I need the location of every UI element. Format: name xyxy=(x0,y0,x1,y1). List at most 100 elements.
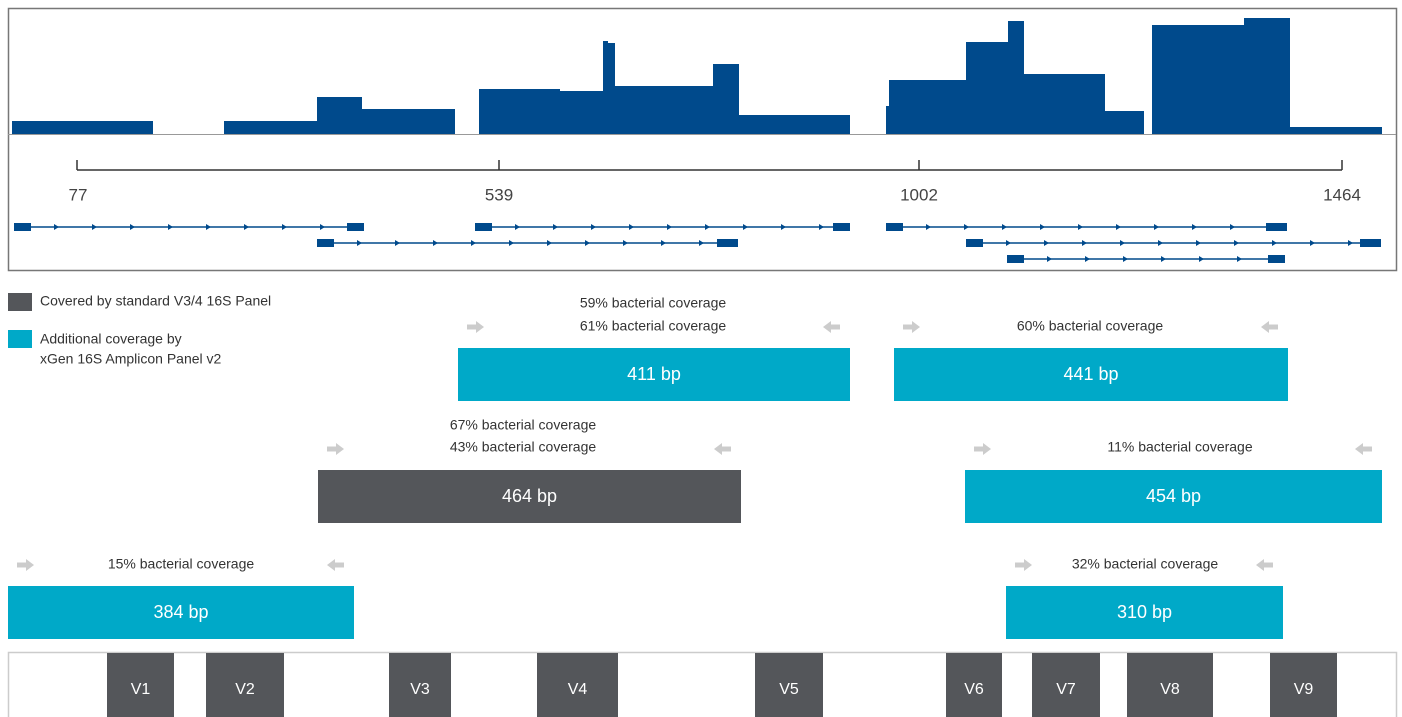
primer-arrow xyxy=(1161,256,1166,262)
primer-block xyxy=(1268,255,1285,263)
primer-block xyxy=(347,223,364,231)
primer-arrow xyxy=(1237,256,1242,262)
primer-arrow xyxy=(553,224,558,230)
variable-region xyxy=(389,653,451,717)
legend-swatch xyxy=(8,330,32,348)
primer-arrow xyxy=(1196,240,1201,246)
axis-label: 77 xyxy=(69,185,88,204)
primer-arrow xyxy=(1002,224,1007,230)
coverage-panel xyxy=(7,7,1398,272)
primer-arrow xyxy=(1348,240,1353,246)
coverage-label: 60% bacterial coverage xyxy=(1017,318,1164,334)
amplicon-size: 310 bp xyxy=(1117,602,1172,622)
primer-arrow xyxy=(1044,240,1049,246)
amplicon xyxy=(1006,586,1283,639)
primer-arrow xyxy=(661,240,666,246)
primer-arrow xyxy=(1116,224,1121,230)
primer-arrow xyxy=(623,240,628,246)
variable-region xyxy=(1127,653,1213,717)
amplicon xyxy=(458,348,850,401)
coverage-bar xyxy=(966,42,1008,134)
legend-label: xGen 16S Amplicon Panel v2 xyxy=(40,351,222,367)
primer-arrow xyxy=(705,224,710,230)
variable-region xyxy=(946,653,1002,717)
region-label: V3 xyxy=(410,681,430,698)
amplicon xyxy=(318,470,741,523)
coverage-bar xyxy=(1244,18,1290,134)
primer-arrow xyxy=(591,224,596,230)
primer-direction xyxy=(327,559,344,571)
coverage-histogram xyxy=(12,18,1382,134)
primer-arrow xyxy=(1085,256,1090,262)
legend-swatch xyxy=(8,293,32,311)
primer-arrow xyxy=(1192,224,1197,230)
variable-region xyxy=(107,653,174,717)
primer-arrow xyxy=(1234,240,1239,246)
primer-block xyxy=(1360,239,1381,247)
primer-arrow xyxy=(1047,256,1052,262)
axis-label: 1002 xyxy=(900,185,938,204)
primer-direction xyxy=(1355,443,1372,455)
primer-arrow xyxy=(1006,240,1011,246)
primer-direction xyxy=(1256,559,1273,571)
coverage-bar xyxy=(713,64,739,134)
primer-arrow xyxy=(1082,240,1087,246)
region-track xyxy=(7,651,1398,717)
region-label: V8 xyxy=(1160,681,1180,698)
coverage-bar xyxy=(739,115,850,134)
primer-block xyxy=(833,223,850,231)
coverage-label: 59% bacterial coverage xyxy=(580,295,727,311)
primer-arrow xyxy=(168,224,173,230)
region-label: V2 xyxy=(235,681,255,698)
primer-arrow xyxy=(433,240,438,246)
primer-arrow xyxy=(509,240,514,246)
primer-direction xyxy=(17,559,34,571)
primer-arrow xyxy=(699,240,704,246)
primer-arrow xyxy=(395,240,400,246)
coverage-bar xyxy=(1152,25,1244,134)
coverage-bar xyxy=(317,97,362,134)
amplicon-size: 464 bp xyxy=(502,486,557,506)
primer-direction xyxy=(1015,559,1032,571)
legend-label: Additional coverage by xyxy=(40,331,182,347)
primer-arrow xyxy=(1040,224,1045,230)
legend-label: Covered by standard V3/4 16S Panel xyxy=(40,293,271,309)
primer-arrow xyxy=(1199,256,1204,262)
primer-arrow xyxy=(54,224,59,230)
coverage-bar xyxy=(560,91,603,134)
primer-direction xyxy=(327,443,344,455)
primer-arrow xyxy=(1310,240,1315,246)
primer-arrow xyxy=(471,240,476,246)
primer-arrow xyxy=(1078,224,1083,230)
primer-block xyxy=(1007,255,1024,263)
primer-direction xyxy=(467,321,484,333)
primer-arrow xyxy=(964,224,969,230)
primer-arrow xyxy=(282,224,287,230)
region-label: V4 xyxy=(568,681,588,698)
primer-direction xyxy=(714,443,731,455)
coverage-bar xyxy=(224,121,317,134)
coverage-bar xyxy=(362,109,455,134)
primer-block xyxy=(717,239,738,247)
primer-block xyxy=(14,223,31,231)
primer-arrow xyxy=(206,224,211,230)
primer-arrow xyxy=(547,240,552,246)
primer-direction xyxy=(903,321,920,333)
primer-lines xyxy=(14,223,1381,263)
axis-label: 1464 xyxy=(1323,185,1361,204)
primer-arrow xyxy=(320,224,325,230)
axis-label: 539 xyxy=(485,185,513,204)
variable-region xyxy=(206,653,284,717)
position-axis xyxy=(76,160,1343,171)
variable-region xyxy=(1270,653,1337,717)
region-label: V1 xyxy=(131,681,151,698)
primer-block xyxy=(475,223,492,231)
primer-direction xyxy=(1261,321,1278,333)
primer-arrow xyxy=(1158,240,1163,246)
primer-arrow xyxy=(585,240,590,246)
region-label: V5 xyxy=(779,681,799,698)
primer-arrow xyxy=(1120,240,1125,246)
amplicon-size: 441 bp xyxy=(1063,364,1118,384)
coverage-bar xyxy=(608,43,615,134)
region-label: V7 xyxy=(1056,681,1076,698)
